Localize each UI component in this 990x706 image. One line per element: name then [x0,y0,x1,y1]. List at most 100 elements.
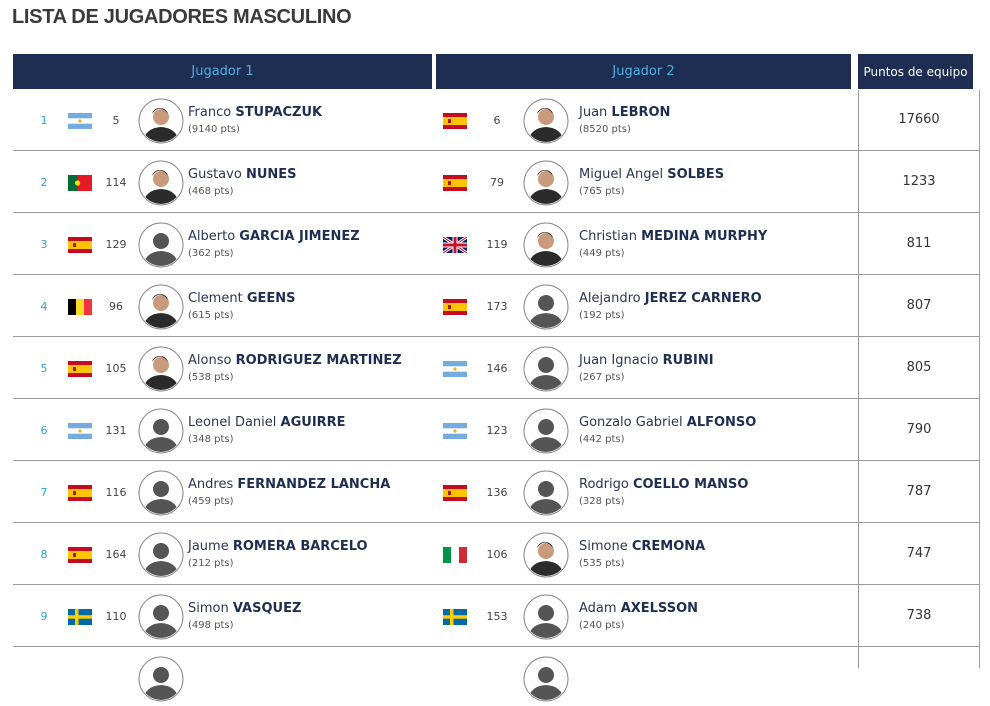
last-name: GARCIA JIMENEZ [239,229,360,244]
player-rank: 106 [486,548,508,561]
player-points: (267 pts) [579,372,625,383]
player-name: Alonso RODRIGUEZ MARTINEZ [188,353,402,368]
player-name: Juan LEBRON [579,105,670,120]
page-title: LISTA DE JUGADORES MASCULINO [12,6,352,28]
player-avatar [523,222,569,268]
player-points: (468 pts) [188,186,234,197]
first-name: Rodrigo [579,477,629,492]
row-position: 8 [40,548,48,561]
country-flag [443,175,467,191]
player-rank: 136 [486,486,508,499]
row-position: 4 [40,300,48,313]
first-name: Leonel Daniel [188,415,277,430]
player-name: Alejandro JEREZ CARNERO [579,291,762,306]
column-divider [858,90,859,668]
player-name: Jaume ROMERA BARCELO [188,539,368,554]
team-points: 805 [906,360,932,375]
country-flag [443,299,467,315]
first-name: Adam [579,601,617,616]
row-position: 5 [40,362,48,375]
country-flag [68,609,92,625]
player-name: Franco STUPACZUK [188,105,322,120]
last-name: NUNES [245,167,297,182]
player-name: Juan Ignacio RUBINI [579,353,714,368]
player-name: Clement GEENS [188,291,296,306]
player-avatar [523,594,569,640]
player-rank: 123 [486,424,508,437]
row-divider [13,336,979,337]
country-flag-graphic [68,113,92,129]
last-name: ROMERA BARCELO [232,539,368,554]
team-points: 787 [906,484,932,499]
player-name: Andres FERNANDEZ LANCHA [188,477,390,492]
player-avatar [138,594,184,640]
country-flag-graphic [68,547,92,563]
country-flag-graphic [443,299,467,315]
player-rank: 110 [105,610,127,623]
player-avatar [523,98,569,144]
last-name: LEBRON [611,105,671,120]
country-flag [443,113,467,129]
player-avatar-graphic [138,656,184,702]
player-rank: 116 [105,486,127,499]
last-name: RODRIGUEZ MARTINEZ [235,353,402,368]
country-flag [68,113,92,129]
first-name: Jaume [188,539,229,554]
player-avatar-graphic [138,284,184,330]
player-rank: 164 [105,548,127,561]
player-avatar-graphic [523,532,569,578]
player-avatar-graphic [523,222,569,268]
country-flag [443,423,467,439]
column-divider [979,90,980,668]
player-rank: 5 [112,114,120,127]
player-points: (192 pts) [579,310,625,321]
country-flag-graphic [443,423,467,439]
first-name: Christian [579,229,637,244]
country-flag-graphic [443,113,467,129]
country-flag-graphic [442,235,468,255]
player-rank: 153 [486,610,508,623]
first-name: Juan [579,105,608,120]
player-points: (212 pts) [188,558,234,569]
header-cell: Puntos de equipo [858,54,973,89]
player-rank: 114 [105,176,127,189]
player-avatar [523,160,569,206]
row-position: 9 [40,610,48,623]
player-avatar [138,346,184,392]
row-position: 6 [40,424,48,437]
header-cell: Jugador 2 [436,54,851,89]
row-divider [13,460,979,461]
player-avatar-graphic [523,98,569,144]
player-avatar-graphic [523,160,569,206]
player-avatar-graphic [138,160,184,206]
country-flag [68,299,92,315]
country-flag [68,485,92,501]
country-flag [68,175,92,191]
team-points: 811 [906,236,932,251]
player-avatar [138,656,184,702]
row-divider [13,584,979,585]
country-flag-graphic [443,175,467,191]
player-points: (9140 pts) [188,124,240,135]
player-avatar [138,532,184,578]
player-rank: 146 [486,362,508,375]
player-points: (615 pts) [188,310,234,321]
first-name: Simone [579,539,628,554]
player-avatar-graphic [138,532,184,578]
player-name: Christian MEDINA MURPHY [579,229,767,244]
first-name: Alonso [188,353,232,368]
player-points: (498 pts) [188,620,234,631]
row-position: 3 [40,238,48,251]
row-divider [13,274,979,275]
last-name: VASQUEZ [232,601,302,616]
last-name: AXELSSON [620,601,699,616]
player-name: Gonzalo Gabriel ALFONSO [579,415,756,430]
country-flag [68,361,92,377]
player-points: (442 pts) [579,434,625,445]
player-points: (449 pts) [579,248,625,259]
player-avatar [523,346,569,392]
last-name: ALFONSO [686,415,757,430]
last-name: SOLBES [667,167,725,182]
player-avatar [523,470,569,516]
player-points: (765 pts) [579,186,625,197]
